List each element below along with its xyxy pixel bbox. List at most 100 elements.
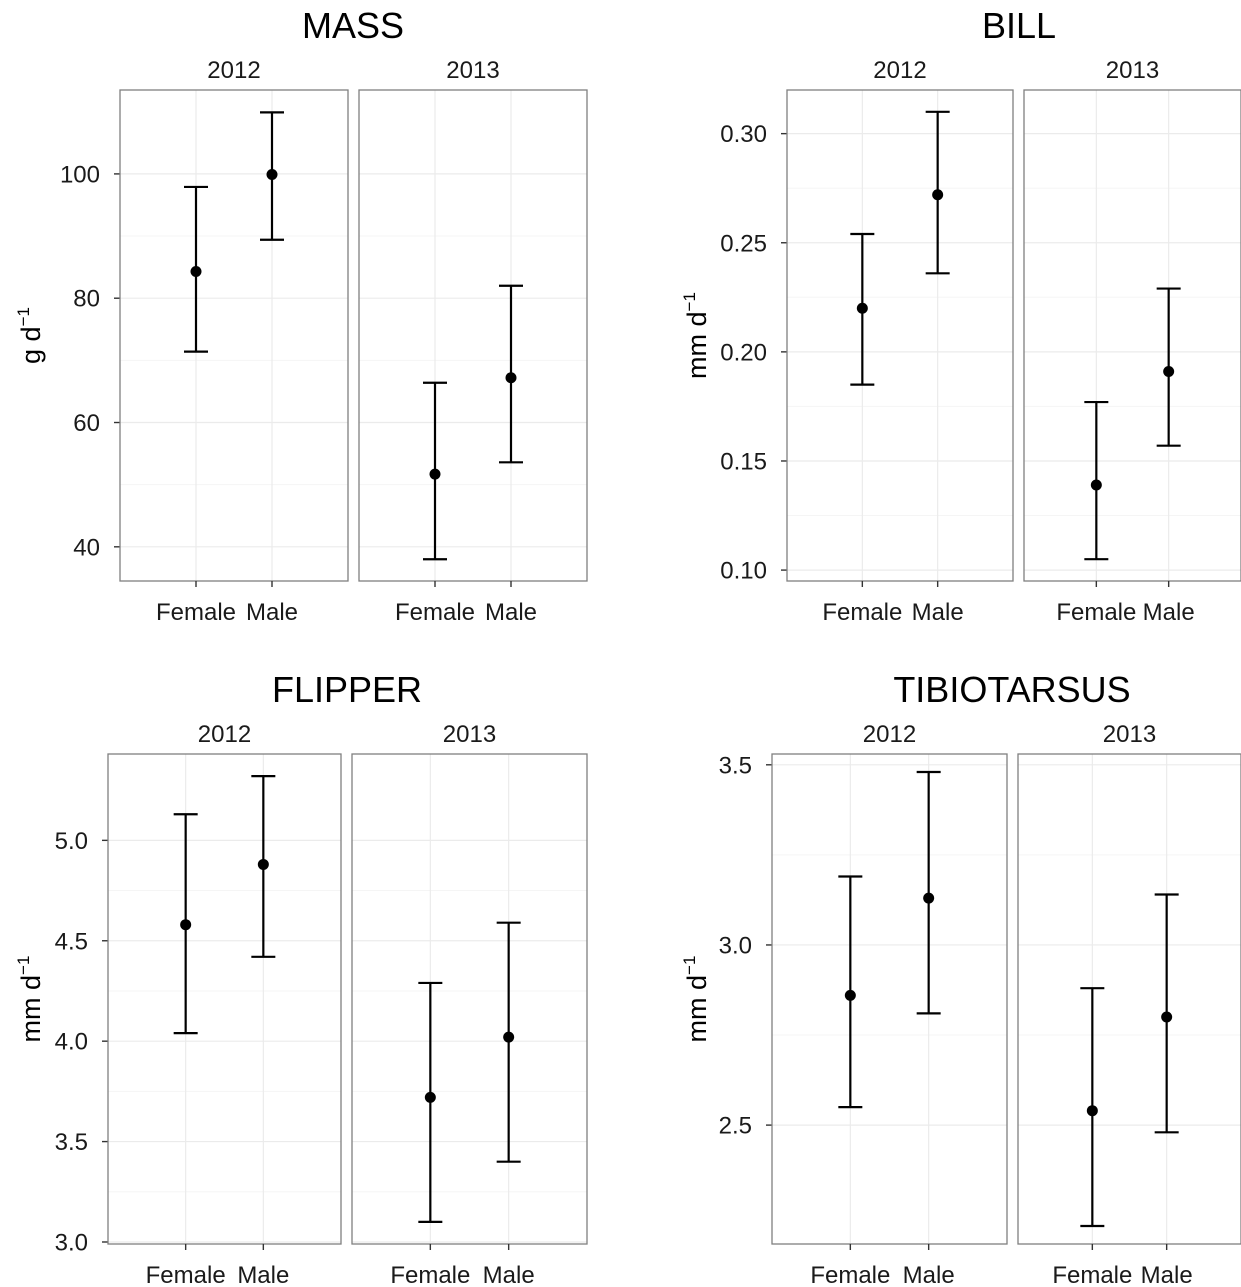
facet-panel-2012: 2012 Female Male: [119, 57, 349, 626]
mean-point: [266, 169, 278, 181]
mean-point: [923, 892, 935, 904]
y-tick-label: 40: [73, 534, 100, 561]
y-axis-label-exponent: −1: [680, 292, 699, 311]
error-bar-male: [925, 110, 950, 275]
chart-bill: BILL mm d−1 0.10 0.15 0.20 0.25 0.30 2012 Female…: [680, 5, 1241, 626]
facet-strip-label: 2012: [198, 721, 251, 748]
y-axis-label-unit: g d: [16, 326, 46, 364]
y-tick-label: 2.5: [719, 1113, 752, 1140]
facet-panel-2013: 2013 Female Male: [1023, 57, 1241, 626]
mean-point: [180, 919, 192, 931]
chart-title: MASS: [302, 5, 404, 46]
y-tick-label: 0.30: [720, 121, 767, 148]
facet-panel-2013: 2013 Female Male: [1017, 721, 1241, 1287]
error-bar-male: [251, 774, 276, 958]
error-bar-female: [1084, 400, 1109, 561]
facet-panel-2012: 2012 Female Male: [786, 57, 1014, 626]
mean-point: [1163, 366, 1175, 378]
y-tick-label: 3.0: [719, 932, 752, 959]
facet-strip-label: 2013: [1106, 57, 1159, 84]
y-tick-label: 3.0: [55, 1229, 88, 1256]
y-tick-label: 4.0: [55, 1029, 88, 1056]
y-tick-label: 4.5: [55, 928, 88, 955]
x-tick-label-male: Male: [246, 599, 298, 626]
mean-point: [1090, 479, 1102, 491]
panel-border: [351, 753, 588, 1245]
error-bar-female: [850, 232, 875, 386]
mean-point: [932, 189, 944, 201]
facet-strip-label: 2013: [446, 57, 499, 84]
error-bar-male: [1154, 893, 1179, 1134]
y-axis-label: mm d−1: [680, 956, 712, 1043]
mean-point: [505, 372, 517, 384]
mean-point: [503, 1031, 515, 1043]
mean-point: [257, 858, 269, 870]
error-bar-female: [184, 185, 208, 353]
panel-border: [119, 89, 349, 582]
chart-title: BILL: [982, 5, 1056, 46]
facet-panel-2012: 2012 Female Male: [107, 721, 342, 1287]
y-tick-label: 100: [60, 161, 100, 188]
x-tick-label-male: Male: [1141, 1262, 1193, 1287]
x-tick-label-male: Male: [1143, 599, 1195, 626]
x-tick-label-male: Male: [237, 1262, 289, 1287]
chart-mass: MASS g d−1 40 60 80 100 2012 Female Male 2013 Fema…: [14, 5, 588, 626]
x-tick-label-male: Male: [483, 1262, 535, 1287]
mean-point: [1161, 1011, 1173, 1023]
mean-point: [424, 1091, 436, 1103]
x-tick-label-female: Female: [390, 1262, 470, 1287]
y-axis-label-unit: mm d: [16, 975, 46, 1043]
mean-point: [856, 302, 868, 314]
y-axis-label-exponent: −1: [680, 956, 699, 975]
facet-strip-label: 2012: [873, 57, 926, 84]
x-tick-label-female: Female: [810, 1262, 890, 1287]
y-tick-label: 0.15: [720, 448, 767, 475]
chart-flipper: FLIPPER mm d−1 3.0 3.5 4.0 4.5 5.0 2012 Female Ma…: [14, 669, 588, 1287]
panel-border: [1017, 753, 1241, 1245]
panel-border: [107, 753, 342, 1245]
mean-point: [844, 989, 856, 1001]
y-axis-label: mm d−1: [680, 292, 712, 379]
error-bar-male: [1156, 287, 1181, 447]
facet-strip-label: 2012: [207, 57, 260, 84]
y-tick-label: 0.10: [720, 558, 767, 585]
x-tick-label-male: Male: [485, 599, 537, 626]
error-bar-male: [499, 284, 523, 464]
x-tick-label-female: Female: [1052, 1262, 1132, 1287]
panel-border: [358, 89, 588, 582]
y-tick-label: 0.25: [720, 230, 767, 257]
facet-strip-label: 2013: [443, 721, 496, 748]
chart-tibiotarsus: TIBIOTARSUS mm d−1 2.5 3.0 3.5 2012 Female Male…: [680, 669, 1241, 1287]
facet-panel-2013: 2013 Female Male: [351, 721, 588, 1287]
y-axis-label-exponent: −1: [14, 956, 33, 975]
y-axis-label: mm d−1: [14, 956, 46, 1043]
y-axis-label-exponent: −1: [14, 307, 33, 326]
facet-strip-label: 2012: [863, 721, 916, 748]
y-axis-label-unit: mm d: [682, 975, 712, 1043]
facet-panel-2012: 2012 Female Male: [771, 721, 1008, 1287]
y-tick-label: 60: [73, 410, 100, 437]
y-axis-label: g d−1: [14, 307, 46, 364]
error-bar-female: [838, 875, 863, 1109]
x-tick-label-female: Female: [156, 599, 236, 626]
error-bar-female: [1080, 987, 1105, 1228]
x-tick-label-female: Female: [146, 1262, 226, 1287]
panel-border: [786, 89, 1014, 582]
mean-point: [1086, 1105, 1098, 1117]
error-bar-female: [173, 813, 198, 1035]
y-tick-label: 3.5: [55, 1129, 88, 1156]
x-tick-label-male: Male: [912, 599, 964, 626]
y-tick-label: 80: [73, 286, 100, 313]
x-tick-label-female: Female: [395, 599, 475, 626]
facet-strip-label: 2013: [1103, 721, 1156, 748]
error-bar-female: [423, 381, 447, 561]
x-tick-label-male: Male: [903, 1262, 955, 1287]
error-bar-male: [496, 921, 521, 1163]
chart-title: TIBIOTARSUS: [893, 669, 1130, 710]
mean-point: [190, 265, 202, 277]
x-tick-label-female: Female: [822, 599, 902, 626]
y-axis-label-unit: mm d: [682, 311, 712, 379]
panel-border: [1023, 89, 1241, 582]
mean-point: [429, 468, 441, 480]
